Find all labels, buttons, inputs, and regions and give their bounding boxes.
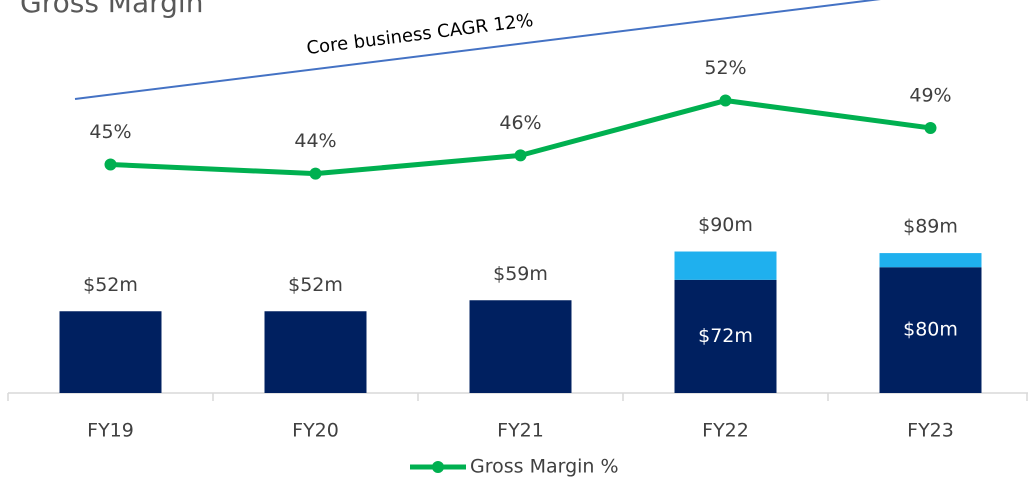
total-label: $89m	[903, 216, 958, 238]
total-label: $90m	[698, 214, 753, 236]
bar-segment	[879, 267, 982, 393]
bar-segment	[264, 311, 367, 393]
data-label: $52m	[83, 274, 138, 296]
annotation: Core business CAGR 12%	[305, 10, 534, 59]
bar-segment	[879, 253, 982, 268]
x-tick-label: FY23	[907, 420, 954, 442]
x-tick-label: FY22	[702, 420, 749, 442]
legend-label: Gross Margin %	[470, 456, 619, 478]
x-tick-label: FY20	[292, 420, 339, 442]
x-tick-label: FY19	[87, 420, 134, 442]
marker	[309, 167, 322, 180]
cagr-line	[74, 0, 881, 100]
bar-segment	[674, 251, 777, 280]
marker	[719, 94, 732, 107]
data-label: 49%	[909, 84, 951, 106]
x-tick-label: FY21	[497, 420, 544, 442]
marker	[104, 158, 117, 171]
data-label: 52%	[704, 57, 746, 79]
data-label: 46%	[499, 112, 541, 134]
data-label: $59m	[493, 263, 548, 285]
chart-title: Gross Margin	[20, 0, 203, 19]
bar-segment	[59, 311, 162, 393]
bar-segment	[469, 300, 572, 393]
legend-marker	[432, 461, 444, 473]
data-label: $80m	[903, 319, 958, 341]
data-label: 45%	[89, 121, 131, 143]
marker	[514, 149, 527, 162]
data-label: 44%	[294, 130, 336, 152]
marker	[924, 121, 937, 134]
bar-segment	[674, 279, 777, 393]
data-label: $72m	[698, 325, 753, 347]
data-label: $52m	[288, 274, 343, 296]
